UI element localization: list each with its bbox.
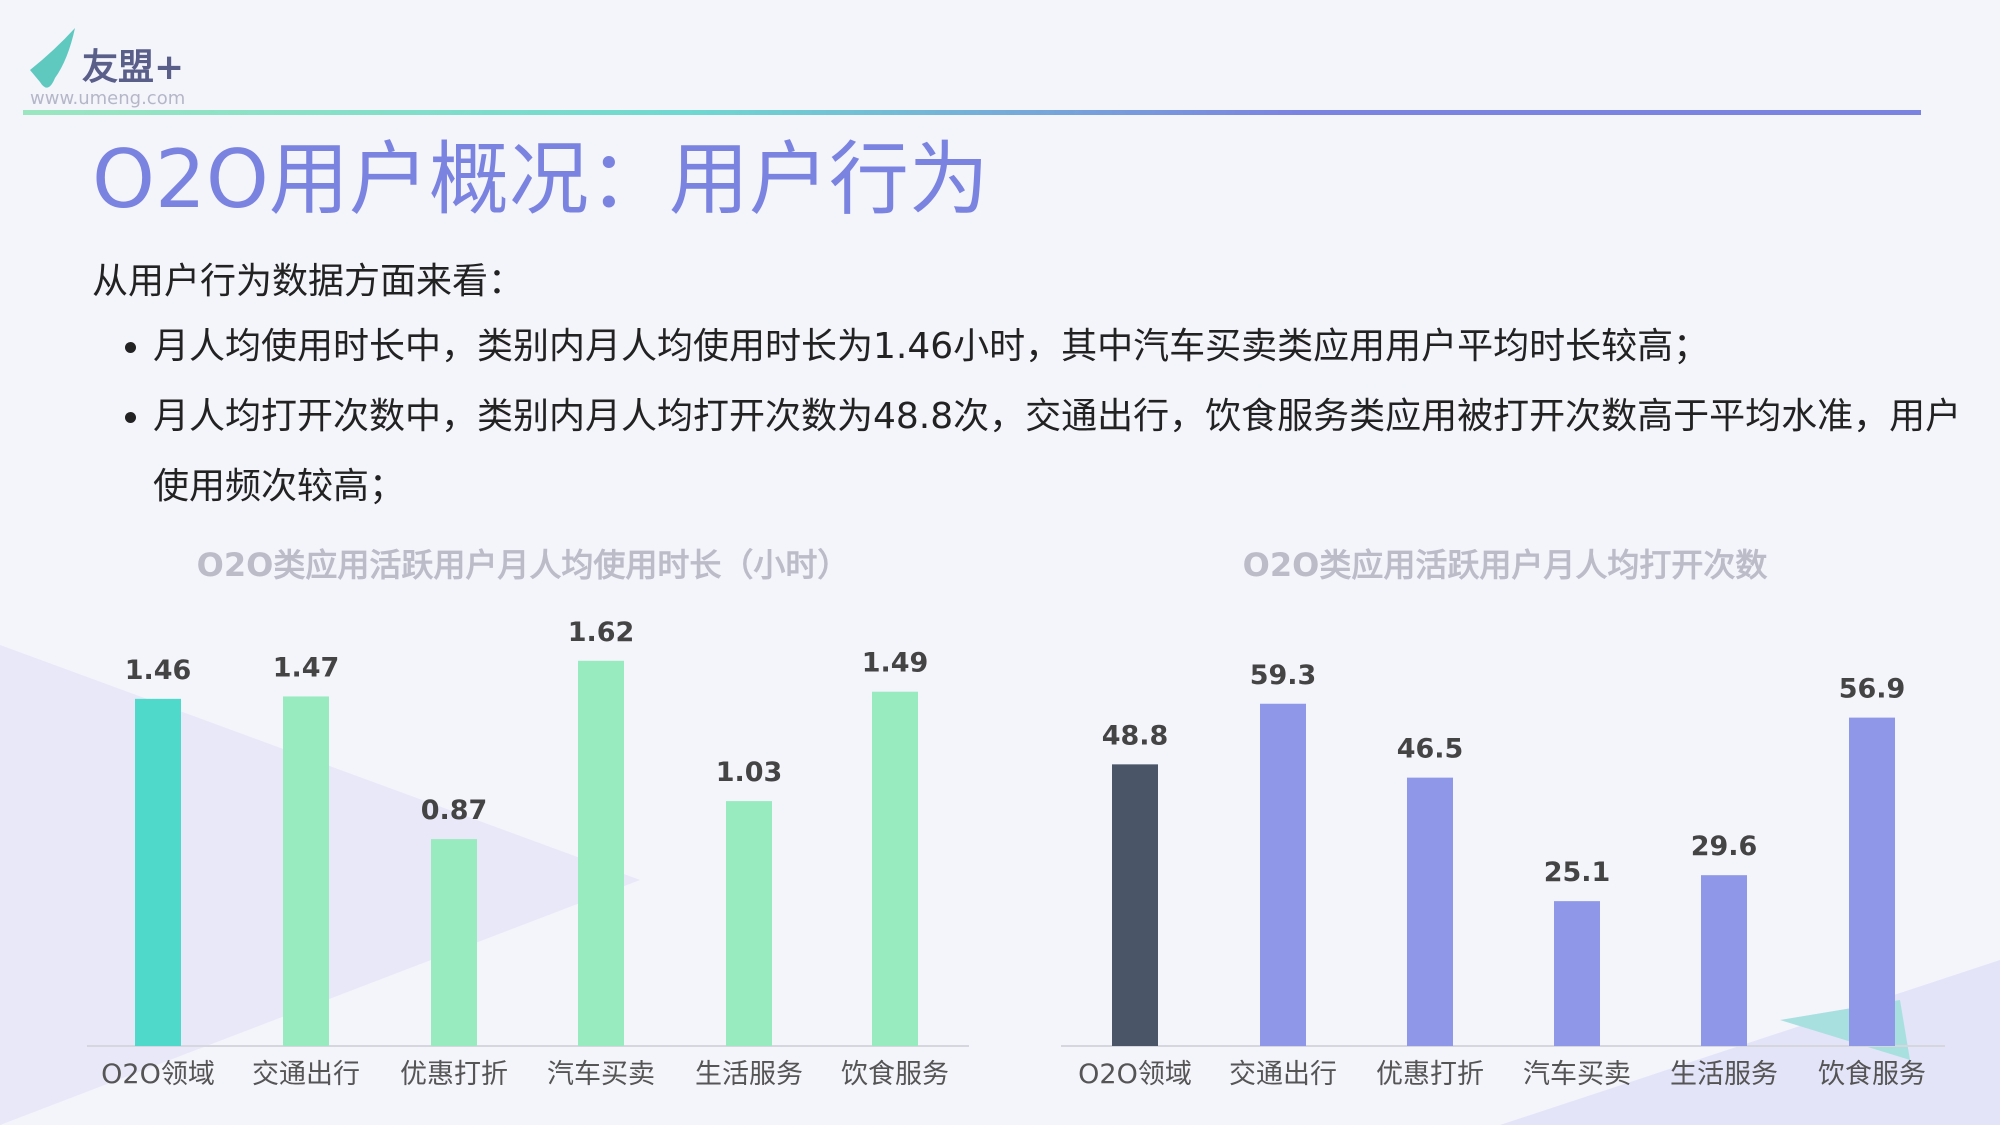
bar — [135, 698, 181, 1046]
bar — [872, 691, 918, 1046]
bar — [578, 660, 624, 1046]
logo-icon — [30, 28, 75, 88]
bullet: 月人均打开次数中，类别内月人均打开次数为48.8次，交通出行，饮食服务类应用被打… — [153, 382, 1993, 522]
x-tick-label: 生活服务 — [695, 1059, 803, 1090]
data-label: 0.87 — [421, 795, 488, 826]
bar — [431, 839, 477, 1046]
data-label: 59.3 — [1250, 660, 1317, 691]
x-tick-label: 饮食服务 — [1818, 1059, 1926, 1090]
data-label: 1.47 — [273, 652, 340, 683]
data-label: 1.03 — [716, 757, 783, 788]
x-tick-label: 生活服务 — [1670, 1059, 1778, 1090]
data-label: 1.46 — [125, 655, 192, 686]
x-tick-label: O2O领域 — [101, 1059, 215, 1090]
data-label: 48.8 — [1102, 720, 1169, 751]
data-label: 56.9 — [1839, 674, 1906, 705]
bullet-list: 月人均使用时长中，类别内月人均使用时长为1.46小时，其中汽车买卖类应用用户平均… — [92, 312, 1993, 522]
bar — [1849, 717, 1895, 1046]
chart-title: O2O类应用活跃用户月人均打开次数 — [1243, 546, 1769, 584]
data-label: 29.6 — [1691, 831, 1758, 862]
data-label: 1.49 — [862, 648, 929, 679]
logo-text: 友盟+ — [82, 47, 185, 88]
slide-title: O2O用户概况：用户行为 — [92, 133, 989, 226]
bar — [1112, 764, 1158, 1046]
bar — [283, 696, 329, 1046]
data-label: 1.62 — [568, 617, 635, 648]
bar — [1701, 875, 1747, 1046]
x-tick-label: 交通出行 — [252, 1059, 360, 1090]
logo-url: www.umeng.com — [30, 88, 186, 109]
bar — [1260, 703, 1306, 1046]
x-tick-label: 优惠打折 — [1376, 1059, 1484, 1090]
x-tick-label: 汽车买卖 — [547, 1059, 655, 1090]
intro-text: 从用户行为数据方面来看： — [92, 261, 525, 302]
x-tick-label: 交通出行 — [1229, 1059, 1337, 1090]
data-label: 25.1 — [1544, 857, 1611, 888]
header-rule — [23, 110, 1921, 115]
bullet: 月人均使用时长中，类别内月人均使用时长为1.46小时，其中汽车买卖类应用用户平均… — [153, 312, 1993, 382]
x-tick-label: 汽车买卖 — [1523, 1059, 1631, 1090]
x-tick-label: O2O领域 — [1078, 1059, 1192, 1090]
chart-title: O2O类应用活跃用户月人均使用时长（小时） — [197, 546, 850, 584]
x-tick-label: 优惠打折 — [400, 1059, 508, 1090]
bar — [1554, 901, 1600, 1046]
bar — [726, 801, 772, 1046]
data-label: 46.5 — [1397, 734, 1464, 765]
bar — [1407, 777, 1453, 1046]
x-tick-label: 饮食服务 — [841, 1059, 949, 1090]
